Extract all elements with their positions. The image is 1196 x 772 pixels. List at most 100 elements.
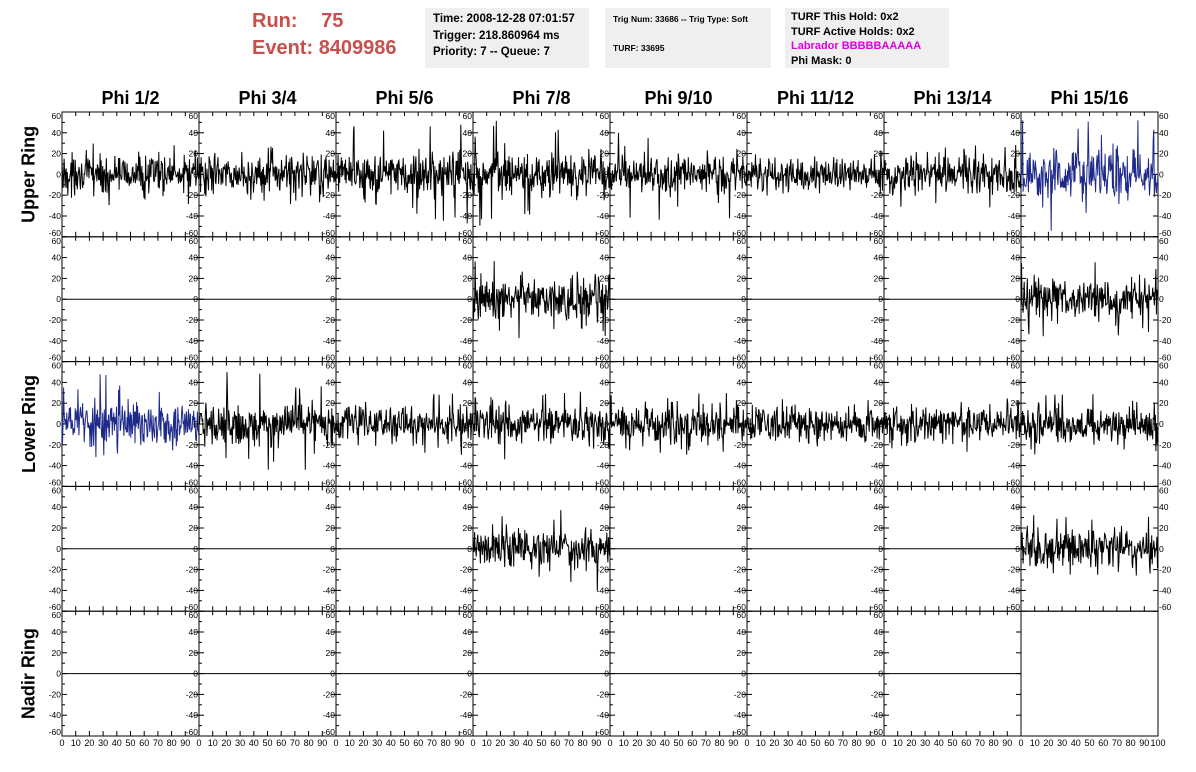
y-tick-label: -20 [323,190,336,200]
x-tick-label: 0 [333,738,338,748]
y-tick-label: 40 [463,502,473,512]
waveform-trace [1020,120,1159,231]
y-tick-label: 0 [604,669,609,679]
y-tick-label: 0 [604,169,609,179]
y-tick-label: -20 [597,565,610,575]
y-tick-label: -60 [460,228,473,238]
y-tick-label: -60 [597,727,610,737]
y-tick-label: 60 [737,236,747,246]
y-tick-label: 40 [189,128,199,138]
y-tick-label: 60 [189,236,199,246]
column-header: Phi 3/4 [238,88,296,108]
y-tick-label: -60 [1008,353,1021,363]
y-tick-label: 60 [737,610,747,620]
y-tick-label: 20 [874,398,884,408]
y-tick-label: 20 [463,149,473,159]
y-tick-label: -20 [49,190,62,200]
y-tick-label: -40 [186,710,199,720]
y-tick-label: 60 [189,610,199,620]
y-tick-label: 0 [467,669,472,679]
y-tick-label: -20 [597,689,610,699]
y-tick-label: -20 [323,689,336,699]
x-tick-label: 40 [112,738,122,748]
x-tick-label: 10 [893,738,903,748]
run-event-header: Run: 75 Event: 8409986 [252,8,422,66]
x-tick-label: 0 [470,738,475,748]
y-tick-label: -40 [460,710,473,720]
y-tick-label: 0 [330,294,335,304]
x-tick-label: 80 [1126,738,1136,748]
x-tick-label: 10 [1030,738,1040,748]
waveform-panel [609,111,748,238]
y-tick-label: -40 [871,211,884,221]
y-tick-label: 20 [1159,273,1169,283]
x-tick-label: 30 [646,738,656,748]
y-tick-label: -60 [49,353,62,363]
y-tick-label: -60 [1008,602,1021,612]
y-tick-label: 40 [52,128,62,138]
y-tick-label: 20 [737,398,747,408]
y-tick-label: -40 [460,461,473,471]
y-tick-label: 20 [463,648,473,658]
y-tick-label: -60 [871,228,884,238]
y-tick-label: 60 [1011,361,1021,371]
y-tick-label: 60 [600,361,610,371]
y-tick-label: 60 [1159,485,1169,495]
y-tick-label: 60 [52,485,62,495]
y-tick-label: -40 [734,710,747,720]
y-tick-label: -20 [597,315,610,325]
y-tick-label: -40 [597,585,610,595]
y-tick-label: 0 [1015,294,1020,304]
y-tick-label: -40 [1008,211,1021,221]
y-tick-label: 20 [189,523,199,533]
x-tick-label: 60 [413,738,423,748]
y-tick-label: -20 [871,565,884,575]
y-tick-label: 40 [874,377,884,387]
y-tick-label: 20 [1011,149,1021,159]
y-tick-label: 60 [463,361,473,371]
y-tick-label: 0 [604,419,609,429]
y-tick-label: 40 [463,128,473,138]
y-tick-label: 20 [326,273,336,283]
phi-mask-text: Phi Mask: 0 [791,54,852,67]
y-tick-label: -40 [1159,585,1172,595]
y-tick-label: -60 [734,353,747,363]
x-tick-label: 0 [196,738,201,748]
x-tick-label: 20 [495,738,505,748]
y-tick-label: -20 [734,440,747,450]
y-tick-label: 60 [737,361,747,371]
y-tick-label: -40 [323,461,336,471]
y-tick-label: -60 [871,602,884,612]
y-tick-label: 0 [467,544,472,554]
y-tick-label: 0 [878,294,883,304]
y-tick-label: -40 [734,211,747,221]
y-tick-label: 40 [1159,253,1169,263]
x-tick-label: 70 [1112,738,1122,748]
y-tick-label: 0 [193,294,198,304]
y-tick-label: -40 [1008,336,1021,346]
waveform-trace [746,399,885,447]
y-tick-label: 20 [600,149,610,159]
y-tick-label: 0 [1015,544,1020,554]
turf-hold-box: TURF This Hold: 0x2 TURF Active Holds: 0… [785,8,949,68]
x-tick-label: 20 [84,738,94,748]
y-tick-label: -60 [49,727,62,737]
x-tick-label: 90 [1002,738,1012,748]
y-tick-label: -20 [734,565,747,575]
waveform-panel [472,485,611,612]
y-tick-label: 40 [52,627,62,637]
y-tick-label: 60 [874,361,884,371]
y-tick-label: -60 [871,353,884,363]
y-tick-label: 20 [737,523,747,533]
x-tick-label: 80 [304,738,314,748]
y-tick-label: -60 [871,477,884,487]
y-tick-label: -20 [460,440,473,450]
waveform-panel [609,361,748,487]
x-tick-label: 0 [59,738,64,748]
y-tick-label: 0 [1159,169,1164,179]
x-tick-label: 50 [810,738,820,748]
x-tick-label: 30 [1057,738,1067,748]
waveform-panel [335,361,474,487]
y-tick-label: -40 [323,710,336,720]
